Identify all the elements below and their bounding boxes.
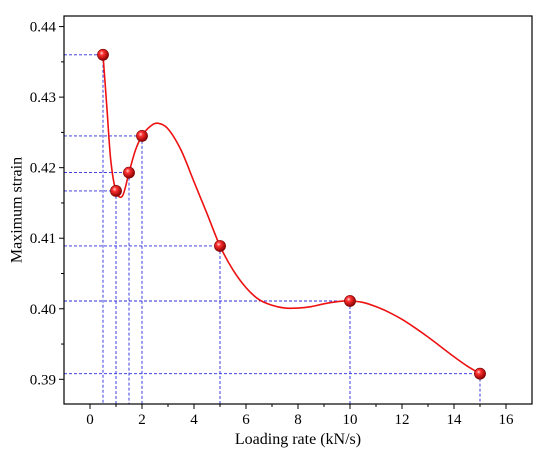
fit-curve-layer (102, 54, 481, 375)
x-tick-label: 8 (294, 412, 302, 428)
x-tick-label: 16 (499, 412, 515, 428)
data-point (214, 240, 226, 252)
data-point (97, 48, 109, 61)
guide-lines (64, 54, 481, 404)
y-tick-label: 0.41 (30, 231, 56, 247)
x-tick-label: 0 (86, 412, 94, 428)
y-tick-label: 0.42 (30, 161, 56, 177)
y-tick-label: 0.39 (30, 372, 56, 388)
data-point (110, 185, 122, 197)
data-point (344, 295, 356, 307)
data-point (123, 166, 135, 179)
fit-curve (102, 54, 481, 375)
y-axis-title: Maximum strain (9, 157, 26, 263)
y-tick-label: 0.43 (30, 90, 56, 106)
y-tick-label: 0.44 (30, 20, 57, 36)
x-axis-title: Loading rate (kN/s) (235, 431, 361, 448)
plot-frame (63, 15, 533, 405)
x-tick-label: 6 (242, 412, 250, 428)
y-axis-ticks: 0.39 0.40 0.41 0.42 0.43 0.44 (30, 20, 64, 388)
x-tick-label: 4 (190, 412, 198, 428)
x-tick-label: 2 (138, 412, 146, 428)
y-tick-label: 0.40 (30, 302, 56, 318)
x-tick-label: 14 (447, 412, 463, 428)
x-axis-ticks: 0 2 4 6 8 10 12 14 16 (86, 404, 514, 428)
data-point (474, 367, 486, 380)
x-tick-label: 12 (395, 412, 410, 428)
data-points (97, 48, 486, 380)
x-tick-label: 10 (343, 412, 358, 428)
data-point (136, 130, 148, 142)
